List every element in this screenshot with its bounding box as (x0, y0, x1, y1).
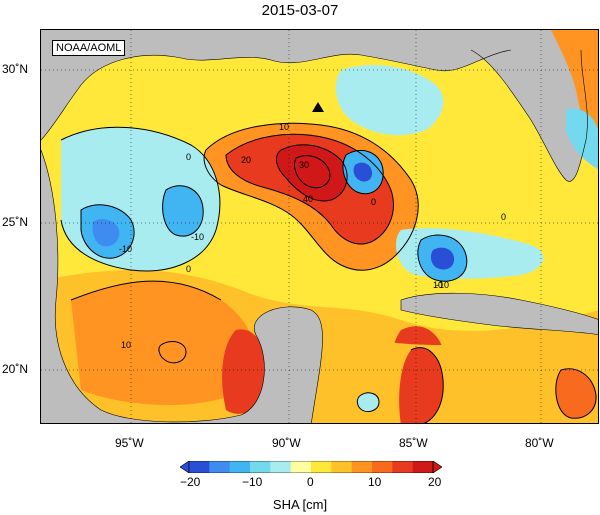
contour-mexico-coast (158, 341, 187, 364)
colorbar-swatch (412, 461, 434, 473)
colorbar-tick-label: −10 (242, 475, 263, 489)
contour-label: 0 (186, 264, 191, 274)
colorbar (179, 460, 443, 474)
colorbar-swatch (209, 461, 231, 473)
north-cold-region (335, 65, 444, 136)
contour-label: 0 (186, 152, 191, 162)
contour-west-cold (80, 204, 135, 259)
contour-straits-cold (417, 234, 468, 282)
coastlines (41, 49, 598, 423)
contour-loop-mid (225, 133, 394, 245)
colorbar-swatch (229, 461, 251, 473)
colorbar-svg (179, 460, 443, 474)
coastline-cuba (400, 292, 598, 335)
contour-east-caribbean (555, 368, 597, 419)
contour-label: 0 (371, 197, 376, 207)
colorbar-tick-label: 20 (428, 475, 442, 489)
land-us-coast (41, 30, 511, 140)
coastline-mexico (41, 149, 323, 423)
land-mexico (41, 150, 323, 423)
mexico-coast-warm (222, 329, 267, 414)
colorbar-high-arrow (432, 460, 443, 474)
lon-tick-label: 90˚W (272, 436, 301, 450)
contour-label: 10 (121, 340, 131, 350)
colorbar-swatch (270, 461, 292, 473)
land-cuba (401, 293, 598, 335)
contour-label: 30 (299, 160, 309, 170)
contour-label-group: 10 20 30 40 0 -10 10 0 -10 0 10 -10 0 (119, 122, 506, 350)
contour-west-cold-2 (162, 185, 204, 237)
lon-tick-label: 85˚W (399, 436, 428, 450)
colorbar-swatch (392, 461, 414, 473)
colorbar-swatch (331, 461, 353, 473)
contour-label: 40 (303, 194, 313, 204)
lon-tick-label: 95˚W (115, 436, 144, 450)
sea-height-map: 10 20 30 40 0 -10 10 0 -10 0 10 -10 0 (41, 30, 598, 423)
central-cold-eddy-core (353, 162, 373, 182)
contour-west-zero (60, 126, 221, 272)
colorbar-swatch (351, 461, 373, 473)
straits-cold-eddy-core (430, 247, 455, 270)
colorbar-swatch (189, 461, 210, 473)
contour-label: -10 (436, 280, 449, 290)
contour-loop-outer (203, 122, 419, 271)
contour-label: 10 (279, 122, 289, 132)
land-florida (471, 30, 598, 182)
loop-current-center (276, 144, 348, 201)
atlantic-cold (566, 108, 598, 169)
western-cold-eddy-2 (162, 185, 204, 237)
contour-lines (60, 122, 597, 423)
contour-central-cold (342, 150, 384, 195)
colorbar-tick-label: 0 (307, 475, 314, 489)
coastline-florida (470, 49, 588, 182)
colorbar-swatch (372, 461, 393, 473)
lat-tick-label: 25˚N (2, 215, 29, 229)
map-panel: 10 20 30 40 0 -10 10 0 -10 0 10 -10 0 (40, 29, 599, 424)
contour-label: 20 (241, 155, 251, 165)
lat-tick-label: 30˚N (2, 62, 29, 76)
lat-tick-label: 20˚N (2, 362, 29, 376)
contour-caribbean-cold (356, 392, 380, 413)
contour-label: 10 (433, 280, 443, 290)
buoy-triangle-marker (312, 102, 324, 112)
colorbar-tick-label: 10 (368, 475, 382, 489)
contour-label: 0 (501, 212, 506, 222)
coastline-us (41, 49, 512, 141)
contour-label: -10 (119, 244, 132, 254)
east-caribbean-warm (555, 368, 597, 419)
colorbar-swatch (250, 461, 271, 473)
caribbean-warm-core (399, 347, 444, 423)
colorbar-title: SHA [cm] (272, 497, 328, 512)
caribbean-sea (331, 330, 598, 423)
contour-loop-inner (275, 144, 348, 202)
map-title: 2015-03-07 (261, 2, 339, 19)
caribbean-cold-spot (357, 392, 379, 412)
contour-caribbean (410, 347, 444, 423)
contour-label: -10 (191, 232, 204, 242)
contour-south-zero (70, 280, 222, 301)
colorbar-swatch (290, 461, 312, 473)
colorbar-tick-label: −20 (180, 475, 201, 489)
colorbar-low-arrow (179, 460, 190, 474)
contour-loop-core (294, 155, 331, 189)
western-cold-eddy-1-core (92, 219, 120, 247)
lon-tick-label: 80˚W (525, 436, 554, 450)
source-label: NOAA/AOML (52, 40, 126, 56)
colorbar-swatch (311, 461, 332, 473)
